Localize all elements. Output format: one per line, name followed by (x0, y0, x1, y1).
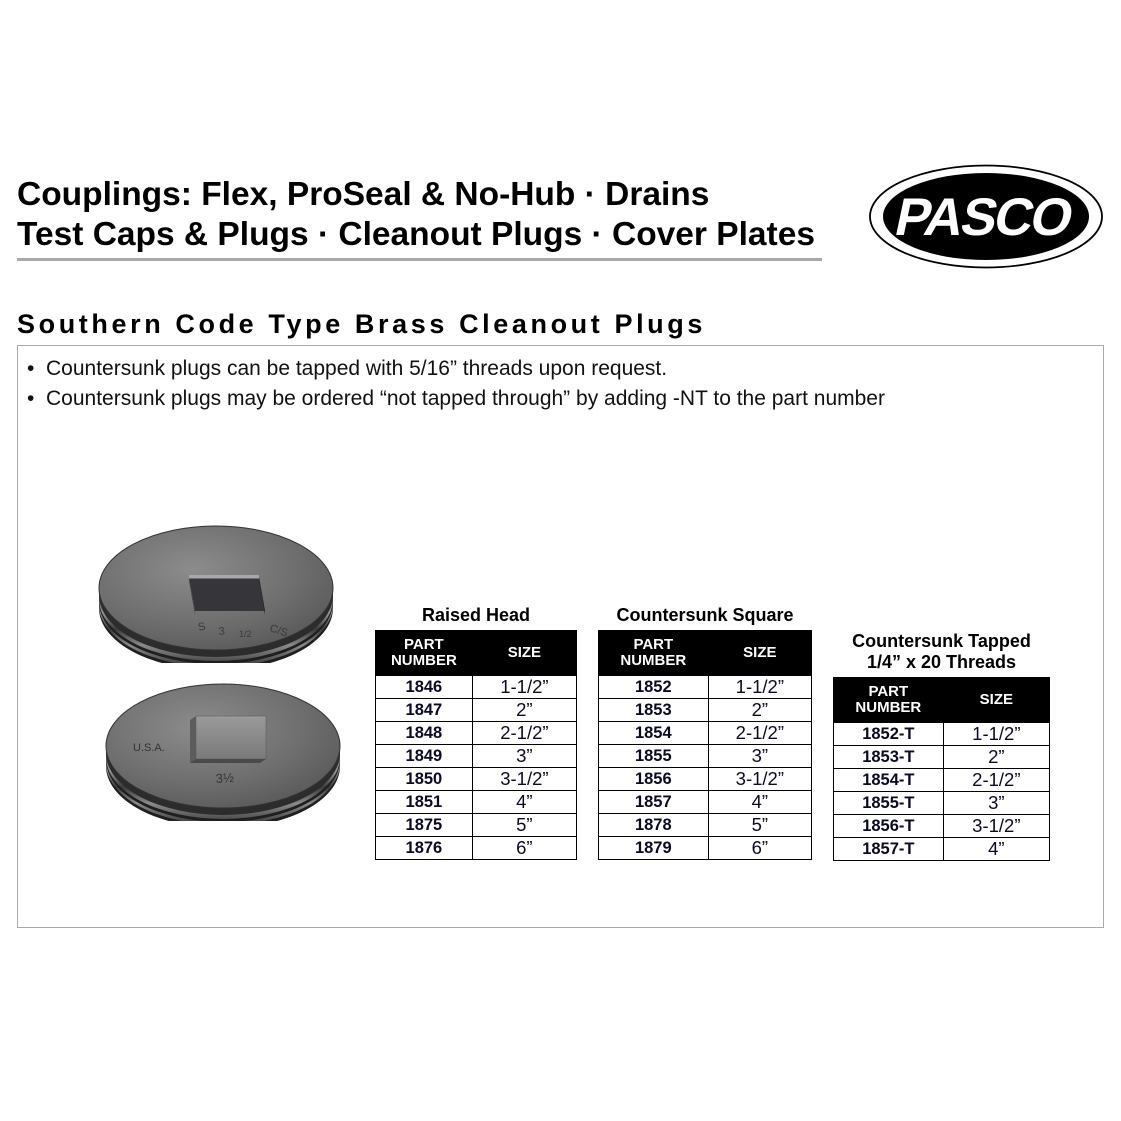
svg-text:PASCO: PASCO (890, 188, 1077, 247)
svg-text:3: 3 (218, 625, 225, 638)
svg-text:3½: 3½ (215, 770, 234, 786)
svg-text:1/2: 1/2 (239, 629, 252, 639)
svg-text:U.S.A.: U.S.A. (133, 742, 165, 754)
